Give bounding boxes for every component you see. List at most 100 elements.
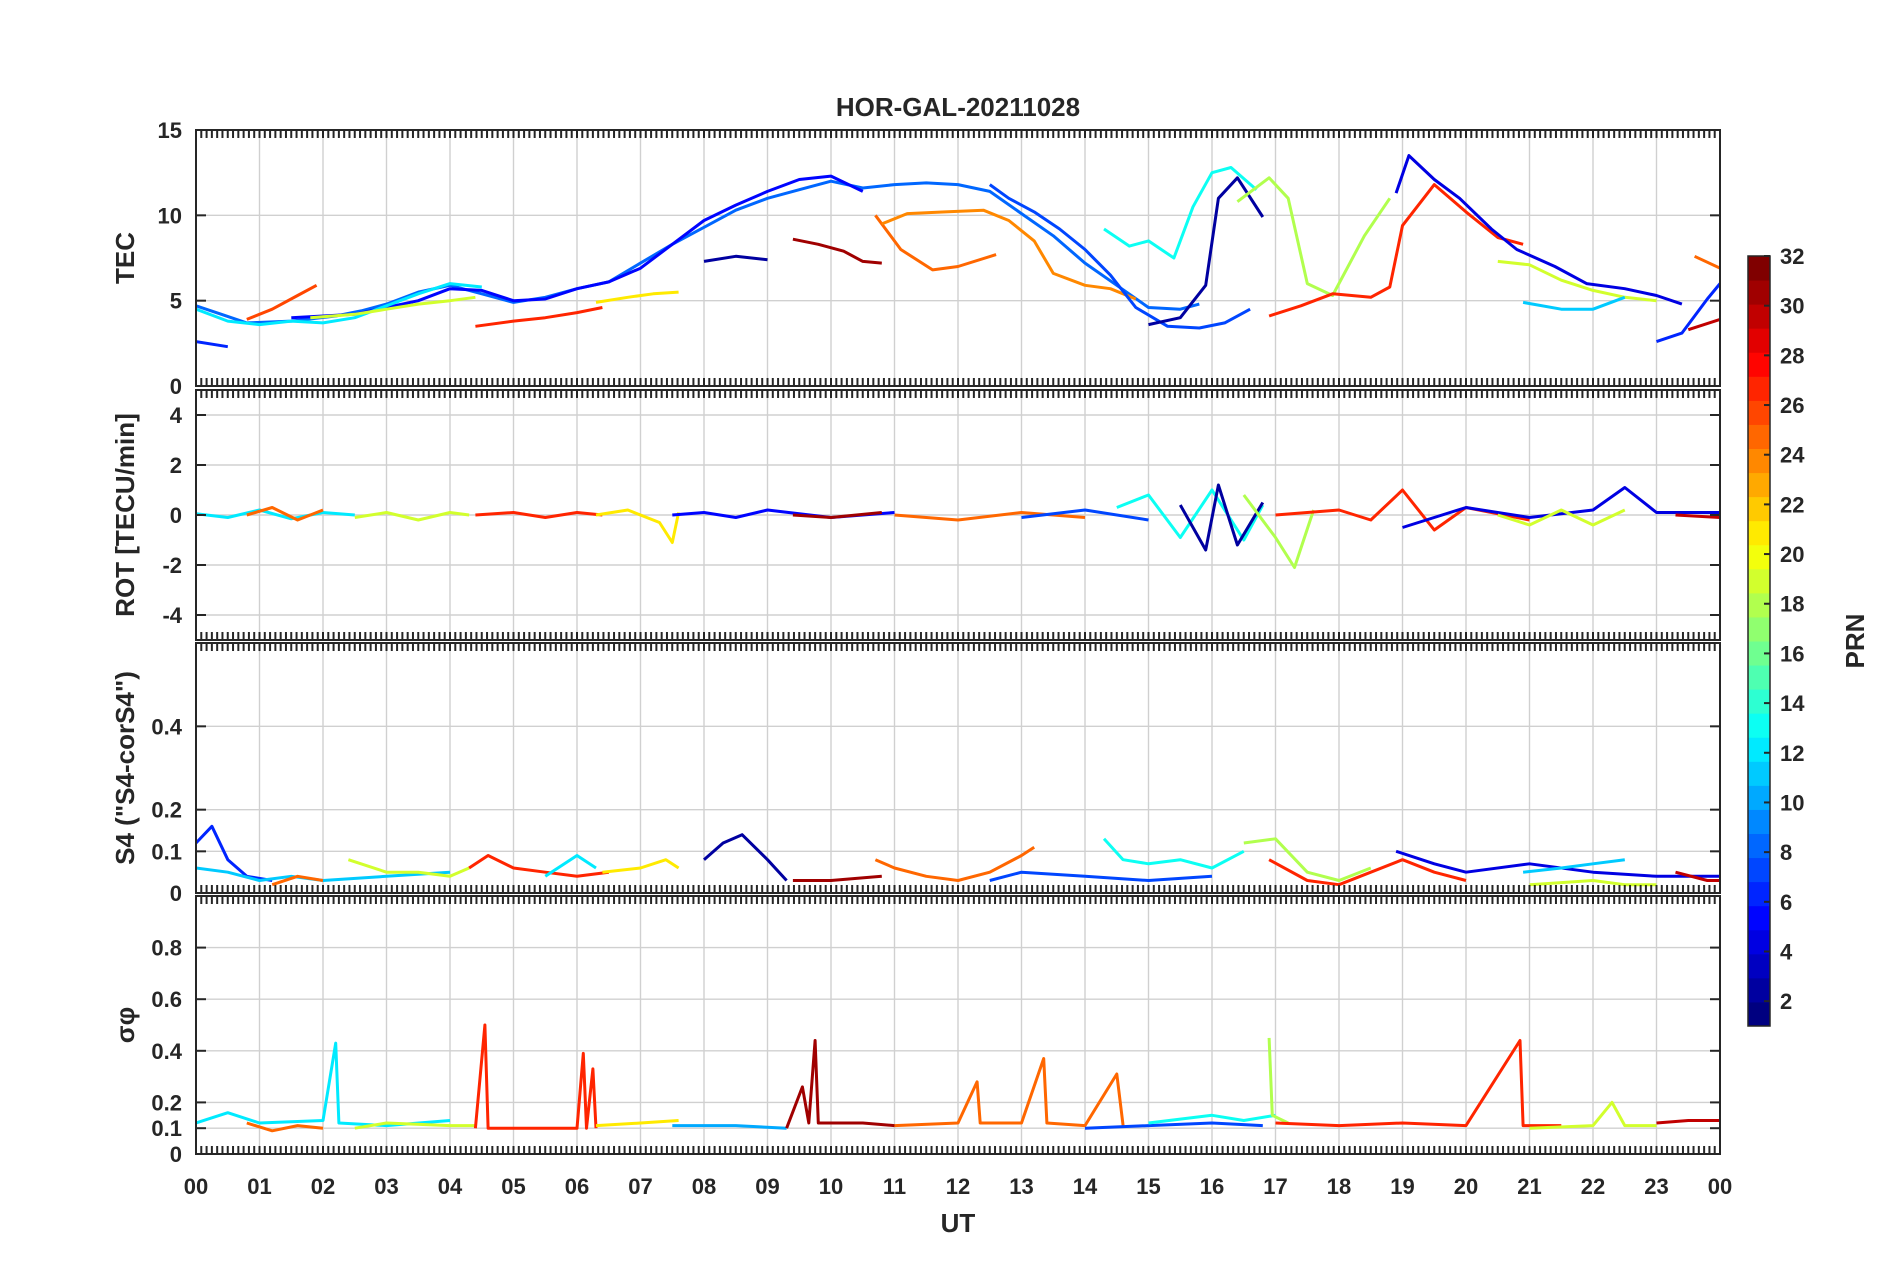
colorbar-tick-label: 22	[1780, 492, 1804, 517]
colorbar-tick-label: 12	[1780, 741, 1804, 766]
x-tick-label: 20	[1454, 1174, 1478, 1199]
series-line-prn-27	[475, 511, 603, 519]
series-line-prn-25	[1693, 254, 1720, 270]
series-line-prn-11	[1522, 858, 1625, 874]
series-line-prn-26	[246, 283, 318, 321]
series-line-prn-25	[874, 845, 1036, 882]
y-tick-label: 5	[170, 289, 182, 314]
series-line-prn-30	[1675, 870, 1720, 882]
x-tick-label: 17	[1263, 1174, 1287, 1199]
panel-1: 0 5 10 15 TEC	[110, 118, 1721, 399]
series-line-prn-19	[347, 858, 470, 878]
chart-title: HOR-GAL-20211028	[836, 92, 1080, 122]
panel-2: -4 -2 0 2 4 ROT [TECU/min]	[110, 389, 1721, 641]
series-line-prn-19	[354, 1121, 476, 1130]
x-tick-label: 00	[1708, 1174, 1732, 1199]
x-tick-label: 21	[1517, 1174, 1541, 1199]
y-tick-label: -4	[162, 603, 182, 628]
series-group	[196, 1023, 1720, 1133]
series-line-prn-21	[595, 508, 681, 544]
series-line-prn-18	[1267, 1037, 1289, 1125]
series-line-prn-10	[672, 1124, 787, 1130]
y-axis-label: TEC	[110, 232, 140, 284]
series-group	[196, 483, 1720, 569]
colorbar-swatch	[1748, 809, 1770, 834]
colorbar-swatch	[1748, 352, 1770, 377]
colorbar-swatch	[1748, 616, 1770, 642]
x-tick-label: 00	[184, 1174, 208, 1199]
series-line-prn-12	[196, 508, 355, 521]
series-line-prn-13	[1148, 1113, 1276, 1125]
series-line-prn-24	[881, 208, 1137, 301]
colorbar-swatch	[1748, 905, 1770, 931]
x-tick-label: 02	[311, 1174, 335, 1199]
series-line-prn-4	[1394, 154, 1683, 306]
colorbar-swatch	[1748, 665, 1770, 690]
colorbar-swatch	[1748, 929, 1770, 955]
y-tick-label: 0	[170, 374, 182, 399]
series-line-prn-8	[196, 179, 1200, 325]
series-line-prn-25	[246, 1121, 324, 1133]
x-tick-label: 11	[883, 1174, 906, 1199]
colorbar-tick-label: 26	[1780, 393, 1804, 418]
series-line-prn-21	[602, 858, 680, 874]
series-line-prn-4	[1402, 486, 1720, 529]
colorbar-swatch	[1748, 833, 1770, 859]
y-tick-label: 2	[170, 453, 182, 478]
series-line-prn-19	[1529, 879, 1657, 887]
colorbar-swatch	[1748, 304, 1770, 329]
series-line-prn-25	[246, 506, 324, 522]
y-tick-label: -2	[162, 553, 182, 578]
series-line-prn-19	[1529, 1100, 1657, 1130]
series-line-prn-21	[595, 1119, 679, 1128]
colorbar-tick-label: 2	[1780, 989, 1792, 1014]
x-tick-label: 07	[628, 1174, 652, 1199]
x-tick-label: 05	[501, 1174, 525, 1199]
y-tick-label: 0	[170, 1142, 182, 1167]
colorbar-swatch	[1748, 400, 1770, 425]
series-line-prn-27	[1268, 183, 1524, 318]
colorbar-swatch	[1748, 641, 1770, 666]
y-tick-label: 15	[158, 118, 182, 143]
x-tick-label: 15	[1136, 1174, 1160, 1199]
series-line-prn-27	[1268, 858, 1467, 887]
colorbar-tick-label: 24	[1780, 443, 1805, 468]
series-line-prn-11	[196, 866, 451, 882]
y-axis-label: ROT [TECU/min]	[110, 413, 140, 617]
series-line-prn-18	[1243, 837, 1372, 882]
colorbar-swatch	[1748, 761, 1770, 786]
y-tick-label: 0.6	[151, 987, 182, 1012]
colorbar-tick-label: 16	[1780, 641, 1804, 666]
x-tick-label: 09	[755, 1174, 779, 1199]
series-line-prn-12	[544, 854, 597, 878]
colorbar-swatch	[1748, 977, 1770, 1003]
colorbar-frame	[1747, 255, 1771, 1027]
colorbar-tick-label: 8	[1780, 840, 1792, 865]
series-line-prn-31	[785, 1039, 895, 1129]
series-line-prn-25	[874, 214, 997, 272]
series-line-prn-18	[1242, 494, 1316, 569]
y-tick-label: 0.4	[151, 714, 182, 739]
y-tick-label: 0.2	[151, 1090, 182, 1115]
series-line-prn-19	[354, 511, 470, 522]
colorbar-swatch	[1748, 424, 1770, 449]
y-tick-label: 0	[170, 503, 182, 528]
colorbar-swatch	[1748, 496, 1770, 522]
colorbar-swatch	[1748, 568, 1770, 594]
colorbar-swatch	[1748, 376, 1770, 401]
x-tick-label: 13	[1009, 1174, 1033, 1199]
x-axis-label: UT	[941, 1208, 976, 1238]
colorbar-swatch	[1748, 785, 1770, 810]
y-axis-label: S4 ("S4-corS4")	[110, 671, 140, 865]
x-tick-label: 10	[819, 1174, 843, 1199]
series-line-prn-12	[196, 282, 482, 327]
colorbar-swatch	[1748, 689, 1770, 714]
series-line-prn-7	[989, 870, 1213, 882]
colorbar-swatch	[1748, 472, 1770, 498]
y-tick-label: 0.2	[151, 798, 182, 823]
series-line-prn-31	[792, 237, 882, 265]
x-tick-label: 22	[1581, 1174, 1605, 1199]
series-line-prn-27	[475, 306, 603, 328]
y-tick-label: 0.1	[151, 839, 182, 864]
